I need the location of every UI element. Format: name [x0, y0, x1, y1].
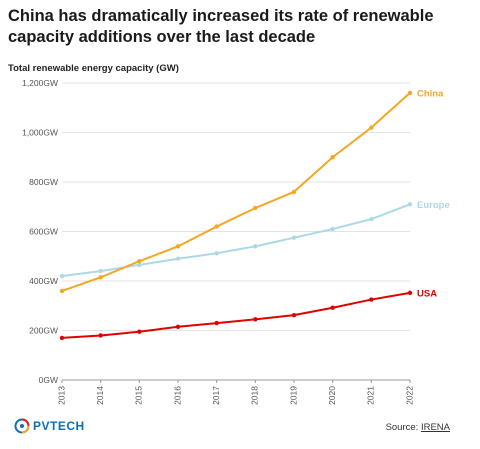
pv-tech-logo[interactable]: PVTECH: [14, 418, 85, 434]
data-point-usa: [253, 317, 258, 322]
x-tick-label: 2017: [211, 386, 221, 405]
chart-subtitle: Total renewable energy capacity (GW): [8, 63, 179, 74]
data-point-china: [330, 155, 335, 160]
data-point-europe: [407, 202, 413, 207]
x-tick-label: 2020: [327, 386, 337, 405]
data-point-china: [253, 205, 258, 211]
y-tick-label: 600GW: [29, 227, 58, 237]
y-tick-label: 1,000GW: [22, 128, 58, 138]
x-tick-label: 2016: [172, 386, 182, 405]
data-point-china: [291, 189, 297, 195]
x-tick-label: 2015: [134, 386, 144, 405]
data-point-usa: [98, 333, 103, 338]
pv-tech-logo-icon: [14, 418, 30, 434]
data-point-europe: [291, 235, 297, 240]
x-tick-label: 2019: [288, 386, 298, 405]
logo-text: PVTECH: [33, 419, 85, 433]
y-tick-label: 0GW: [39, 375, 58, 385]
data-point-europe: [137, 262, 142, 268]
y-tick-label: 400GW: [29, 276, 58, 286]
y-tick-label: 800GW: [29, 177, 58, 187]
series-label-china: China: [417, 88, 444, 99]
data-point-europe: [253, 244, 258, 249]
data-point-usa: [137, 329, 142, 334]
source-prefix: Source:: [385, 422, 421, 433]
data-point-europe: [59, 273, 65, 279]
data-point-usa: [369, 297, 374, 302]
data-point-europe: [330, 226, 335, 232]
data-point-usa: [407, 290, 413, 296]
data-point-china: [407, 90, 413, 96]
series-label-europe: Europe: [417, 200, 450, 211]
data-point-china: [369, 125, 374, 130]
data-point-usa: [59, 335, 65, 341]
data-point-china: [214, 224, 219, 229]
series-line-europe: [61, 203, 411, 278]
data-point-usa: [214, 320, 219, 326]
data-point-europe: [214, 251, 219, 256]
x-tick-label: 2022: [404, 386, 414, 405]
x-tick-label: 2013: [56, 386, 66, 405]
data-point-china: [98, 275, 103, 280]
data-point-usa: [175, 324, 181, 329]
data-point-china: [175, 244, 181, 249]
data-point-china: [59, 288, 65, 294]
data-point-usa: [330, 305, 335, 310]
chart-title: China has dramatically increased its rat…: [8, 7, 434, 46]
y-tick-label: 1,200GW: [22, 78, 58, 88]
x-tick-label: 2018: [250, 386, 260, 405]
series-label-usa: USA: [417, 288, 437, 299]
data-point-europe: [175, 256, 181, 261]
source-note: Source: IRENA: [386, 422, 450, 433]
series-line-usa: [61, 291, 411, 339]
y-tick-label: 200GW: [29, 326, 58, 336]
data-point-europe: [369, 216, 374, 222]
x-tick-label: 2021: [366, 386, 376, 405]
data-point-europe: [98, 268, 103, 274]
source-link[interactable]: IRENA: [420, 422, 450, 433]
data-point-usa: [291, 312, 297, 318]
x-tick-label: 2014: [95, 386, 105, 405]
data-point-china: [137, 259, 142, 264]
series-line-china: [61, 92, 411, 292]
